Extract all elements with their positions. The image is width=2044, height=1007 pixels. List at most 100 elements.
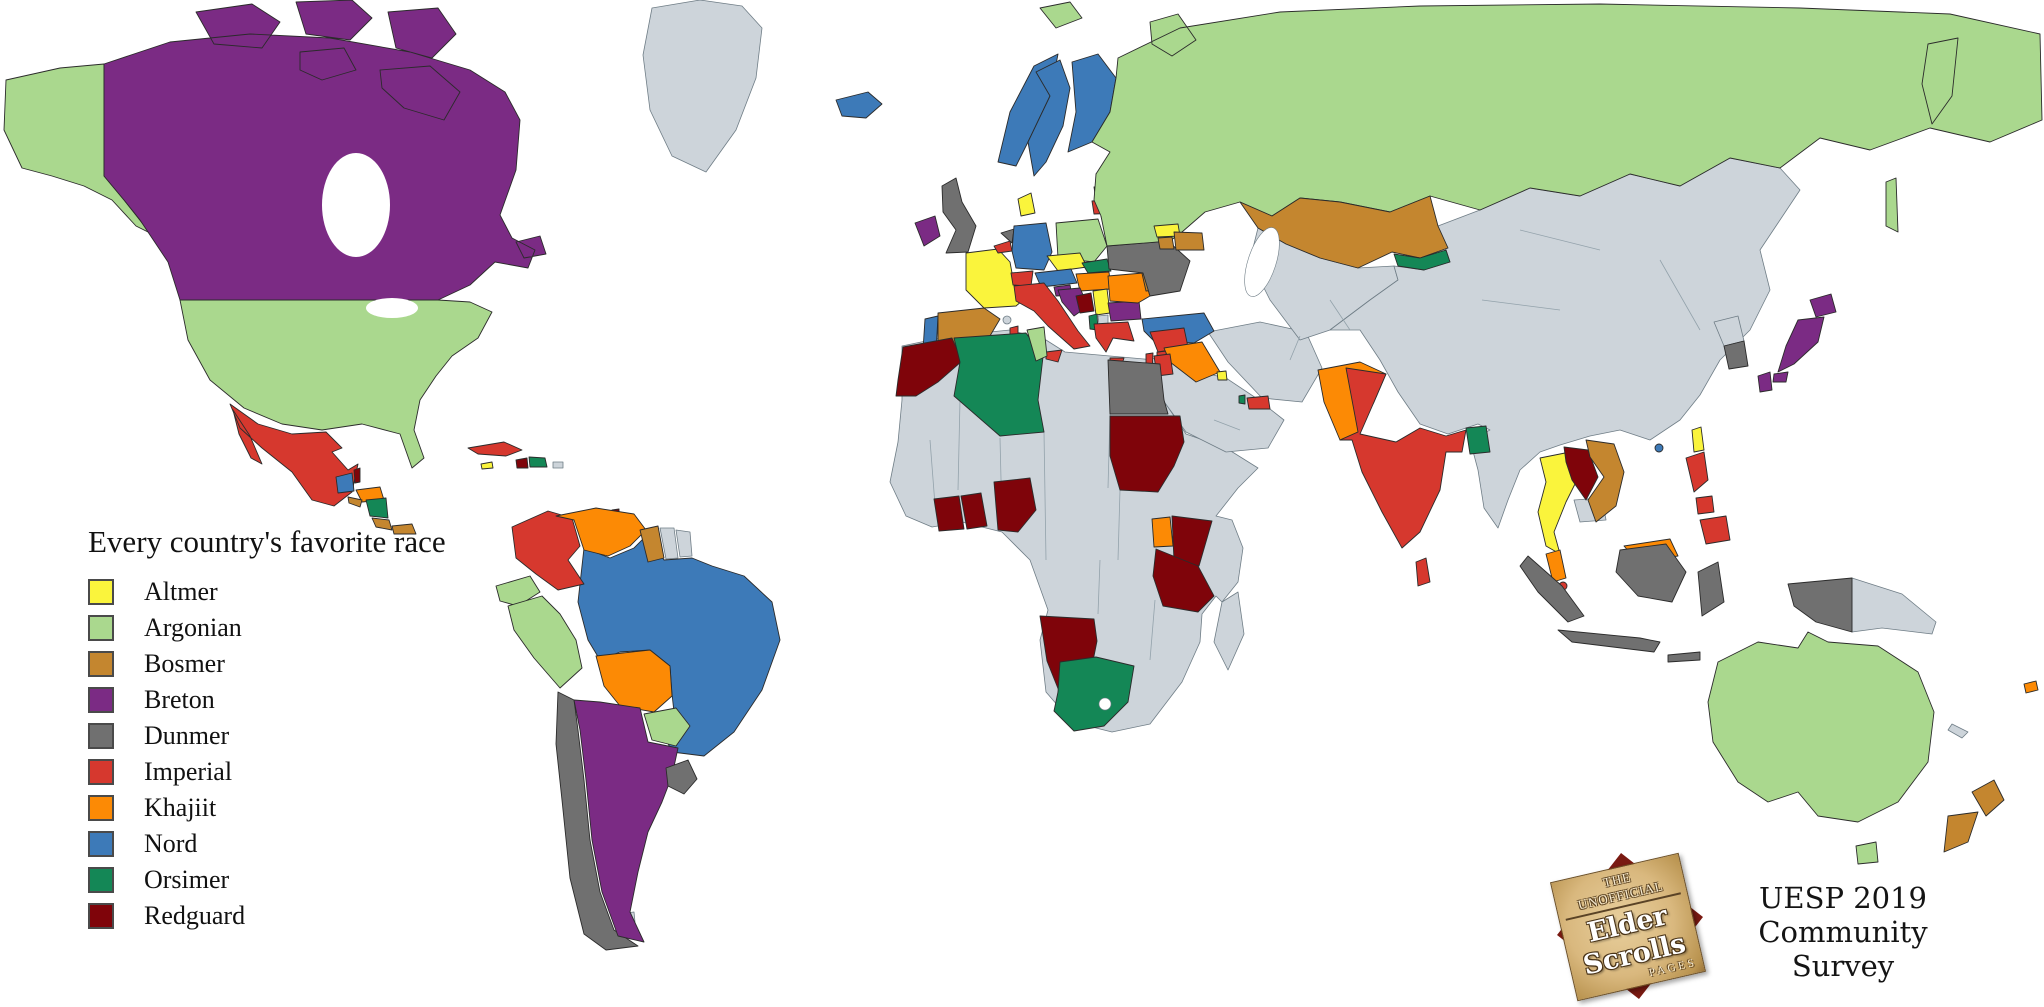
country-united-kingdom xyxy=(941,177,977,254)
legend-swatch-nord xyxy=(88,831,114,857)
country-netherlands xyxy=(1000,228,1015,244)
legend-label-nord: Nord xyxy=(144,829,198,858)
country-ecuador xyxy=(495,575,541,607)
uesp-logo-block: THE UNOFFICIAL Elder Scrolls PAGES UESP … xyxy=(1548,852,1968,1002)
country-south-korea xyxy=(1723,340,1749,370)
lesotho-hole xyxy=(1098,697,1112,711)
country-iceland xyxy=(835,91,883,119)
legend-label-altmer: Altmer xyxy=(144,577,218,606)
country-kuwait xyxy=(1216,370,1228,381)
country-dominican-republic xyxy=(528,456,548,468)
no-data-internal-borders xyxy=(929,229,1701,661)
country-armenia xyxy=(1157,236,1175,250)
country-ivory-coast xyxy=(933,495,965,532)
country-mexico xyxy=(229,403,359,507)
country-uganda xyxy=(1151,516,1174,548)
country-taiwan xyxy=(1691,426,1705,453)
legend-label-imperial: Imperial xyxy=(144,757,233,786)
country-tanzania xyxy=(1152,548,1215,613)
legend-label-dunmer: Dunmer xyxy=(144,721,230,750)
country-czechia xyxy=(1046,252,1088,272)
country-hungary xyxy=(1075,271,1112,292)
country-australia xyxy=(1707,631,1935,865)
legend-label-bosmer: Bosmer xyxy=(144,649,225,678)
country-uruguay xyxy=(665,759,698,795)
country-panama xyxy=(391,523,417,535)
island-corsica xyxy=(1002,315,1012,325)
country-switzerland xyxy=(1010,270,1034,287)
country-indonesia xyxy=(1519,543,1853,663)
country-india xyxy=(1339,367,1467,549)
country-greenland xyxy=(642,0,763,173)
country-colombia xyxy=(511,510,585,591)
country-fiji xyxy=(2023,680,2039,694)
country-el-salvador xyxy=(347,496,363,508)
survey-caption: UESP 2019 Community Survey xyxy=(1718,881,1968,984)
legend-swatch-bosmer xyxy=(88,651,114,677)
map-legend: Every country's favorite race Altmer Argo… xyxy=(88,524,446,934)
country-belgium xyxy=(993,240,1013,254)
country-romania xyxy=(1107,272,1151,304)
country-belize xyxy=(353,467,361,484)
hudson-bay xyxy=(322,153,390,257)
legend-label-argonian: Argonian xyxy=(144,613,242,642)
country-suriname xyxy=(659,527,679,560)
legend-row-redguard: Redguard xyxy=(88,898,446,934)
country-argentina xyxy=(573,699,679,943)
legend-items: Altmer Argonian Bosmer Breton Dunmer Imperial… xyxy=(88,574,446,934)
caption-line-2: Community xyxy=(1758,914,1928,949)
legend-swatch-redguard xyxy=(88,903,114,929)
country-russia xyxy=(1039,1,2043,247)
country-kazakhstan xyxy=(1239,195,1449,269)
country-ireland xyxy=(914,215,941,247)
country-new-caledonia xyxy=(1947,723,1969,739)
country-azerbaijan xyxy=(1173,231,1205,251)
legend-swatch-dunmer xyxy=(88,723,114,749)
logo-parchment: THE UNOFFICIAL Elder Scrolls PAGES xyxy=(1549,852,1707,1002)
country-vietnam xyxy=(1585,439,1625,523)
country-slovakia xyxy=(1081,258,1112,274)
country-guyana xyxy=(639,525,665,563)
country-kenya xyxy=(1171,515,1213,567)
great-lakes xyxy=(366,298,418,318)
country-germany xyxy=(1011,222,1053,271)
country-nicaragua xyxy=(365,497,389,519)
country-south-africa xyxy=(1053,656,1135,732)
country-ghana xyxy=(960,492,988,530)
country-sweden xyxy=(1027,59,1071,177)
country-papua-new-guinea xyxy=(1851,577,1937,635)
country-uae xyxy=(1246,395,1271,410)
legend-label-orsimer: Orsimer xyxy=(144,865,230,894)
no-data-regions xyxy=(552,0,1969,924)
country-jamaica xyxy=(480,461,494,470)
country-bosnia xyxy=(1075,292,1095,314)
caption-line-1: UESP 2019 xyxy=(1758,880,1927,915)
water-bodies xyxy=(322,153,1280,711)
country-qatar xyxy=(1238,394,1246,405)
legend-swatch-khajiit xyxy=(88,795,114,821)
legend-row-orsimer: Orsimer xyxy=(88,862,446,898)
legend-swatch-altmer xyxy=(88,579,114,605)
caspian-sea xyxy=(1244,227,1280,297)
country-venezuela xyxy=(555,507,647,557)
legend-row-khajiit: Khajiit xyxy=(88,790,446,826)
country-kyrgyzstan xyxy=(1393,249,1451,271)
country-denmark xyxy=(1017,192,1036,217)
country-canada xyxy=(103,0,547,301)
legend-row-breton: Breton xyxy=(88,682,446,718)
country-philippines xyxy=(1685,451,1731,545)
country-peru xyxy=(507,595,583,689)
country-puerto-rico xyxy=(552,461,564,469)
country-cuba xyxy=(467,441,523,457)
legend-swatch-orsimer xyxy=(88,867,114,893)
country-tunisia xyxy=(1026,326,1048,362)
colored-countries xyxy=(3,0,2043,951)
country-guatemala xyxy=(335,472,355,494)
legend-row-argonian: Argonian xyxy=(88,610,446,646)
country-new-zealand xyxy=(1943,779,2005,853)
legend-swatch-argonian xyxy=(88,615,114,641)
legend-swatch-imperial xyxy=(88,759,114,785)
legend-title: Every country's favorite race xyxy=(88,524,446,559)
